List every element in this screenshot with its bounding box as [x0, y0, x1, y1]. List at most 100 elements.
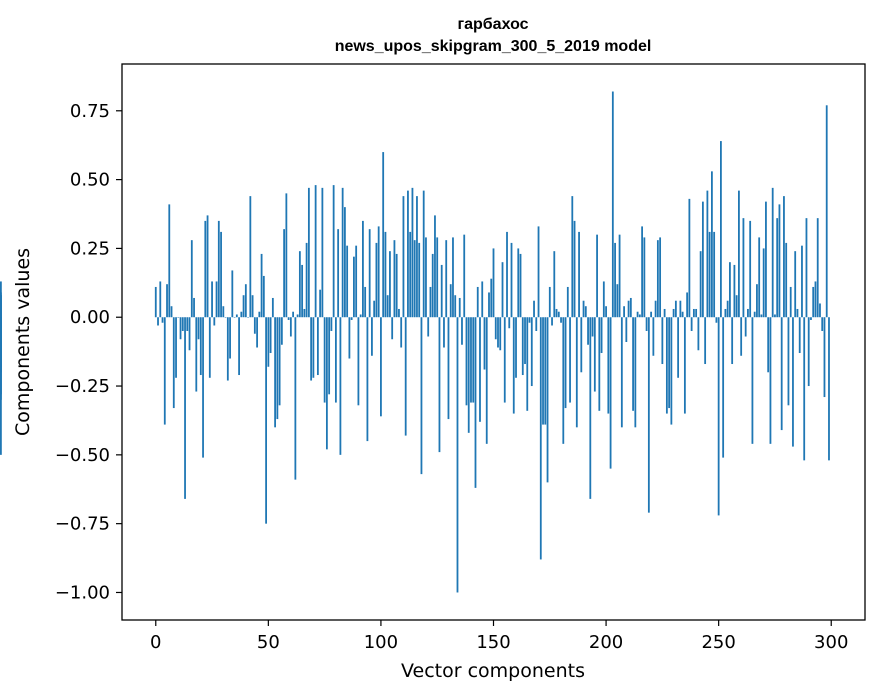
chart-subtitle: news_upos_skipgram_300_5_2019 model: [335, 38, 652, 55]
bar: [591, 317, 594, 337]
bar: [814, 281, 817, 318]
bar: [760, 314, 763, 318]
bar: [332, 185, 335, 318]
bar: [780, 317, 783, 431]
bar: [771, 187, 774, 318]
bar: [375, 242, 378, 318]
bar: [211, 281, 213, 318]
bar: [0, 317, 2, 455]
bar: [186, 317, 189, 331]
bar: [526, 317, 529, 411]
bar: [537, 226, 540, 318]
bar: [226, 317, 229, 381]
bar: [195, 317, 198, 392]
bar: [461, 317, 463, 345]
bar: [285, 193, 288, 318]
bar: [425, 237, 427, 318]
bar: [452, 237, 454, 318]
bar: [647, 317, 650, 513]
bar: [485, 317, 488, 444]
bar: [670, 317, 673, 425]
bar: [701, 201, 704, 318]
bar: [765, 201, 767, 318]
bar: [474, 317, 477, 488]
bar: [497, 317, 499, 348]
bar: [744, 317, 747, 337]
bar: [584, 306, 587, 318]
bar: [774, 314, 776, 318]
bar: [623, 306, 625, 318]
bar: [803, 317, 806, 461]
bar: [483, 317, 486, 370]
bar: [368, 229, 371, 318]
bar: [479, 317, 481, 422]
x-tick-label: 100: [364, 632, 398, 653]
bar: [231, 270, 234, 318]
bar: [598, 317, 601, 411]
bar: [325, 317, 328, 450]
bar: [683, 317, 686, 414]
bar: [672, 308, 675, 318]
bar: [402, 196, 405, 318]
bar: [154, 286, 157, 318]
bar: [729, 262, 731, 318]
bar: [184, 317, 186, 499]
bar: [240, 311, 243, 318]
bar: [726, 300, 729, 318]
bar: [747, 308, 749, 318]
bar: [278, 317, 281, 406]
bar: [258, 311, 261, 318]
bar: [697, 317, 700, 351]
bar: [611, 91, 614, 318]
bar: [519, 253, 522, 318]
bar: [404, 317, 407, 436]
bar: [506, 231, 508, 318]
bar: [596, 234, 598, 318]
bar: [641, 226, 643, 318]
bar: [386, 295, 389, 318]
bar: [346, 245, 349, 318]
bar: [587, 317, 589, 345]
bar: [253, 317, 256, 334]
bar: [163, 317, 166, 425]
bar: [517, 248, 520, 318]
bar: [190, 240, 193, 318]
bar: [650, 311, 653, 318]
bar: [353, 256, 355, 318]
bar: [260, 253, 263, 318]
bar: [373, 300, 376, 318]
bar: [411, 187, 414, 318]
bar: [197, 317, 200, 340]
bar: [749, 220, 752, 318]
bar: [193, 297, 195, 318]
bar: [398, 308, 400, 318]
bar: [438, 317, 441, 453]
bar: [580, 317, 583, 373]
bar: [206, 215, 209, 318]
bar: [305, 242, 308, 318]
bar: [609, 317, 612, 469]
bar: [787, 317, 790, 406]
bar: [159, 281, 162, 318]
bar: [389, 251, 391, 318]
bar: [312, 317, 315, 378]
bar: [359, 314, 362, 318]
bar: [447, 317, 450, 420]
bar: [355, 245, 358, 318]
bar: [717, 317, 720, 516]
bar: [476, 286, 479, 318]
bar: [233, 317, 236, 318]
bar: [634, 317, 637, 428]
bar: [499, 317, 502, 351]
bar: [600, 317, 603, 354]
x-tick-label: 250: [701, 632, 735, 653]
bar: [785, 242, 788, 318]
bar: [202, 317, 204, 458]
bar: [316, 317, 319, 376]
bar: [555, 308, 558, 318]
bar: [823, 317, 826, 398]
bar: [515, 317, 517, 378]
bar: [330, 317, 333, 331]
bar: [395, 253, 398, 318]
bar: [328, 317, 331, 395]
